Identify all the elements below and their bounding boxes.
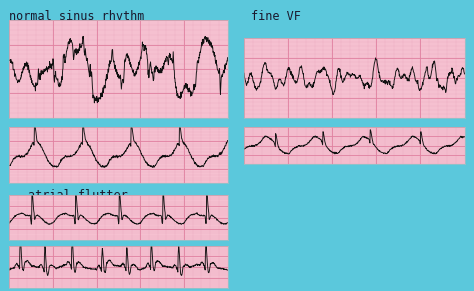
Text: coarse VF: coarse VF	[38, 127, 102, 140]
Text: normal sinus rhythm: normal sinus rhythm	[9, 10, 145, 23]
Text: atrial flutter: atrial flutter	[28, 189, 128, 202]
Text: fine VF: fine VF	[251, 10, 301, 23]
Text: coarse VF: coarse VF	[265, 127, 329, 140]
